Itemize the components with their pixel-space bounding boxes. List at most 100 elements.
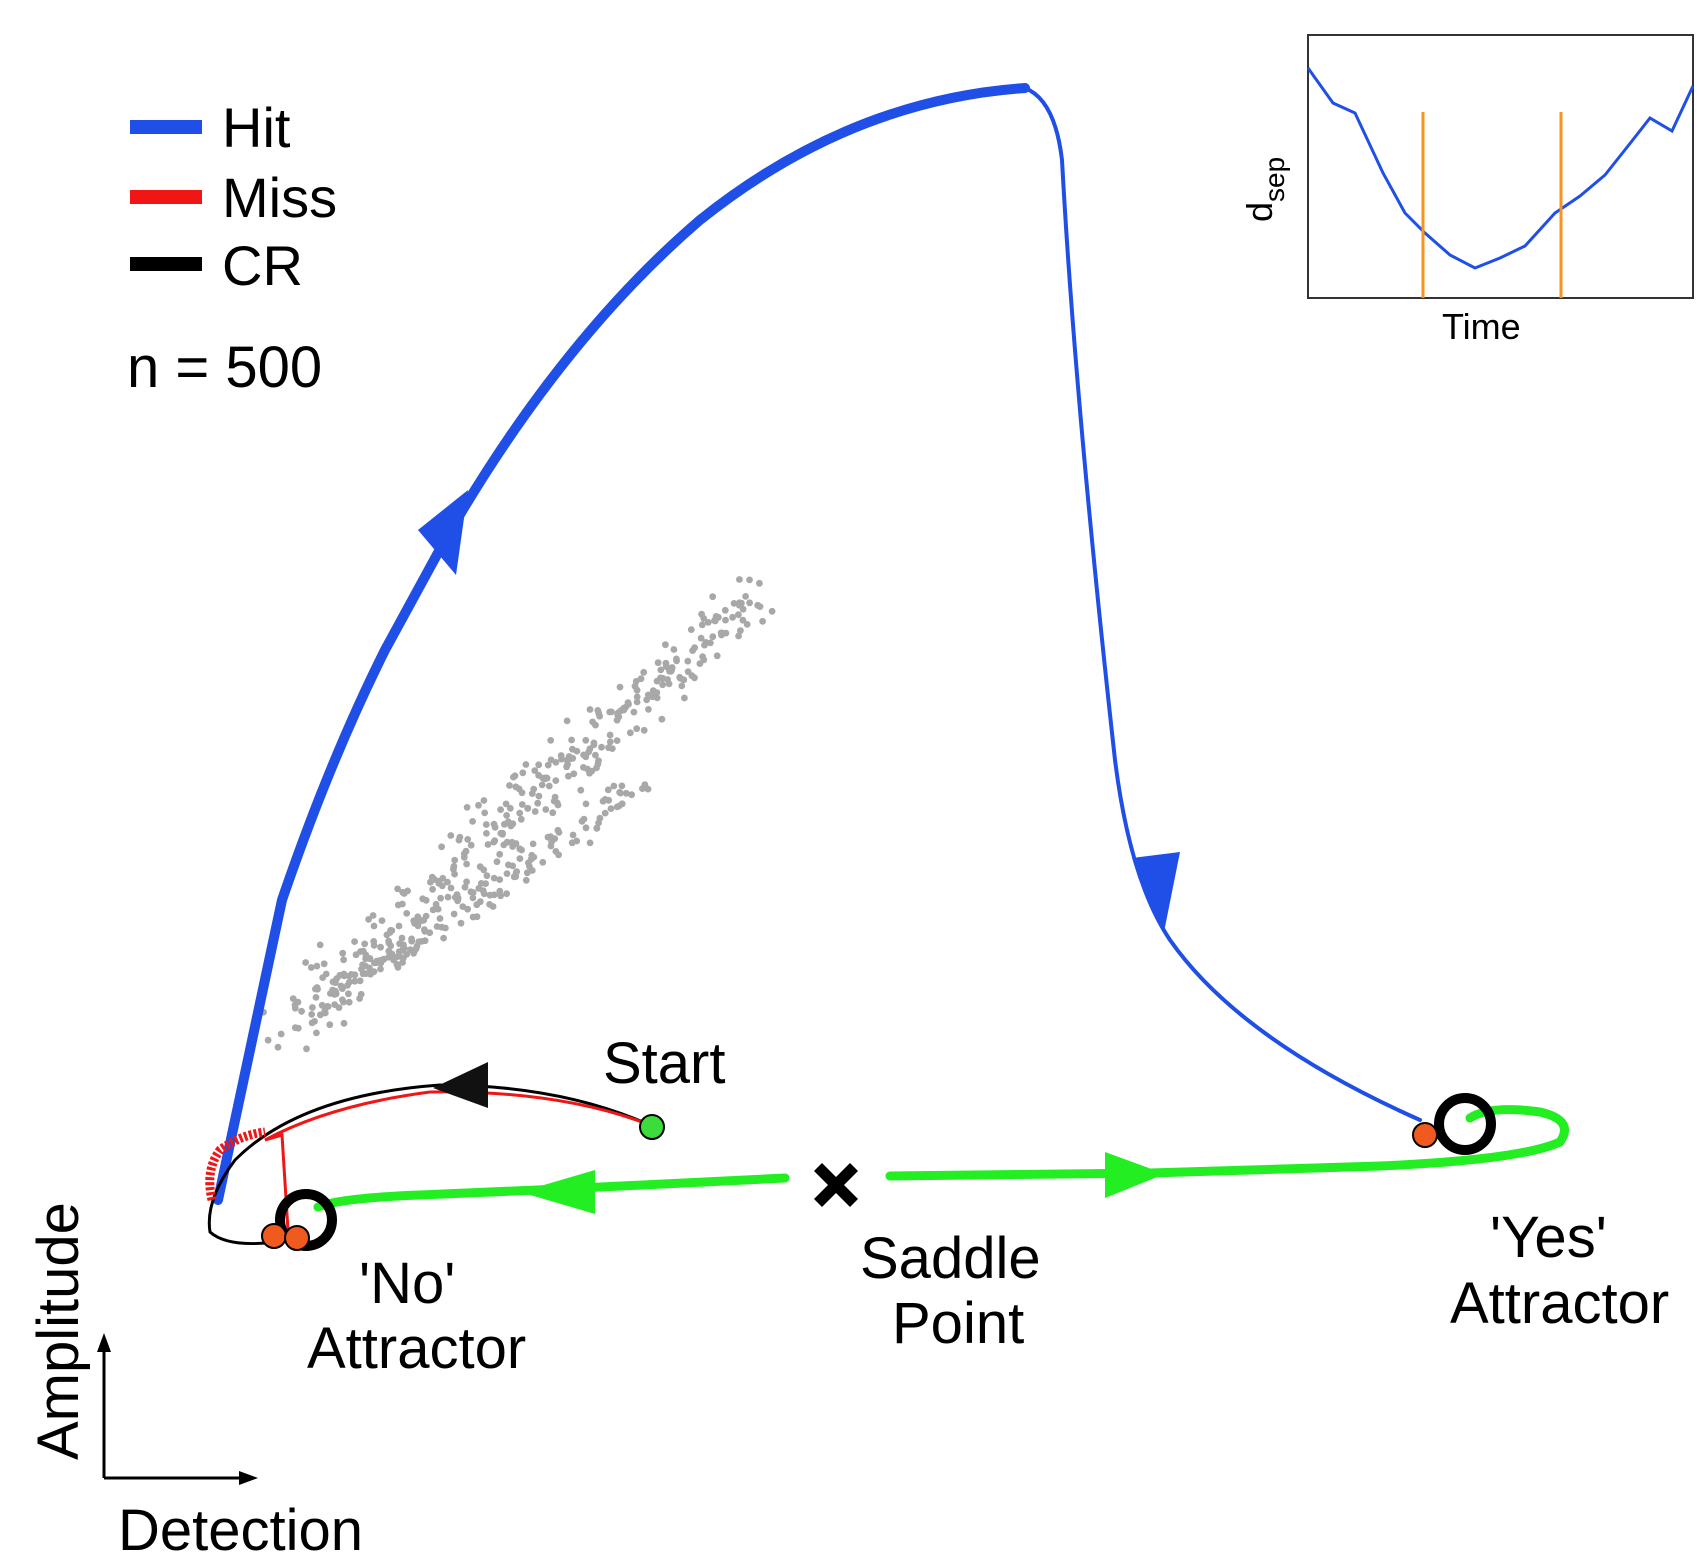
scatter-point (700, 615, 708, 622)
scatter-point (684, 657, 692, 665)
scatter-point (722, 616, 729, 624)
scatter-point (418, 917, 426, 925)
scatter-point (490, 874, 498, 882)
scatter-point (467, 888, 475, 896)
scatter-point (563, 717, 571, 725)
scatter-point (427, 878, 434, 886)
scatter-point (377, 943, 384, 951)
scatter-point (535, 792, 543, 800)
scatter-point (513, 868, 521, 875)
scatter-point (613, 716, 621, 724)
scatter-point (512, 840, 520, 847)
manifold-right-branch (885, 1105, 1569, 1181)
scatter-point (531, 808, 539, 815)
scatter-point (506, 804, 514, 812)
scatter-point (462, 847, 470, 855)
scatter-point (289, 995, 297, 1002)
scatter-point (649, 693, 656, 701)
scatter-point (385, 947, 393, 955)
y-axis-arrowhead (97, 1333, 111, 1352)
start-arrow (433, 1062, 488, 1108)
scatter-point (617, 789, 624, 797)
scatter-point (490, 891, 498, 899)
yes-attractor-label-line2: Attractor (1450, 1271, 1669, 1336)
scatter-point (476, 863, 484, 871)
scatter-point (312, 994, 320, 1001)
scatter-point (594, 707, 602, 714)
scatter-point (447, 884, 455, 892)
y-axis-label: Amplitude (26, 1202, 91, 1460)
scatter-point (444, 893, 452, 901)
scatter-point (659, 681, 666, 689)
scatter-point (582, 736, 590, 744)
scatter-point (400, 944, 408, 952)
scatter-point (664, 676, 671, 683)
scatter-point (668, 666, 675, 674)
scatter-point (539, 858, 547, 866)
scatter-point (369, 912, 377, 919)
scatter-point (414, 922, 422, 930)
scatter-point (592, 751, 599, 759)
scatter-point (555, 829, 563, 836)
scatter-point (483, 872, 491, 880)
scatter-point (531, 767, 539, 774)
saddle-label-line2: Point (892, 1291, 1024, 1356)
scatter-point (326, 1021, 334, 1029)
scatter-point (500, 841, 508, 849)
scatter-point (593, 824, 601, 832)
inset-frame (1307, 34, 1694, 299)
scatter-point (333, 975, 341, 982)
scatter-point (577, 786, 585, 794)
scatter-point (746, 576, 753, 584)
scatter-point (440, 934, 447, 942)
scatter-point (557, 752, 565, 759)
scatter-point (582, 824, 590, 832)
scatter-point (469, 818, 476, 825)
scatter-point (404, 887, 411, 895)
scatter-point (503, 812, 510, 819)
scatter-point (657, 666, 665, 674)
scatter-point (730, 600, 738, 607)
scatter-point (476, 898, 484, 906)
scatter-point (678, 682, 686, 690)
scatter-point (412, 945, 420, 953)
scatter-point (522, 761, 530, 768)
scatter-point (743, 621, 751, 628)
scatter-point (681, 694, 688, 702)
scatter-point (657, 674, 664, 682)
yes-attractor-ring (1434, 1093, 1496, 1155)
scatter-point (392, 953, 400, 961)
scatter-point (631, 682, 639, 690)
scatter-point (444, 878, 451, 886)
scatter-point (352, 951, 360, 959)
scatter-point (456, 833, 464, 841)
scatter-point (503, 890, 510, 898)
scatter-point (345, 972, 353, 980)
scatter-point (542, 806, 550, 813)
scatter-point (580, 815, 588, 823)
scatter-point (658, 715, 666, 723)
scatter-point (516, 809, 524, 817)
scatter-point (613, 737, 621, 744)
scatter-point (598, 743, 605, 751)
scatter-point (746, 599, 753, 607)
scatter-point (408, 937, 416, 945)
legend-label-hit: Hit (222, 96, 291, 159)
scatter-point (298, 1007, 305, 1015)
inset-x-label: Time (1442, 306, 1521, 347)
scatter-point (502, 800, 510, 808)
legend-label-cr: CR (222, 234, 303, 297)
no-attractor-label-line1: 'No' (359, 1251, 455, 1316)
scatter-point (274, 1043, 282, 1051)
scatter-point (340, 998, 347, 1006)
scatter-point (605, 744, 612, 752)
scatter-point (503, 870, 511, 877)
scatter-point (622, 789, 630, 797)
scatter-point (645, 706, 652, 713)
scatter-point (346, 978, 353, 986)
scatter-point (483, 830, 490, 837)
scatter-point (351, 977, 359, 985)
scatter-point (715, 613, 722, 621)
scatter-point (482, 880, 489, 887)
scatter-point (534, 799, 542, 807)
